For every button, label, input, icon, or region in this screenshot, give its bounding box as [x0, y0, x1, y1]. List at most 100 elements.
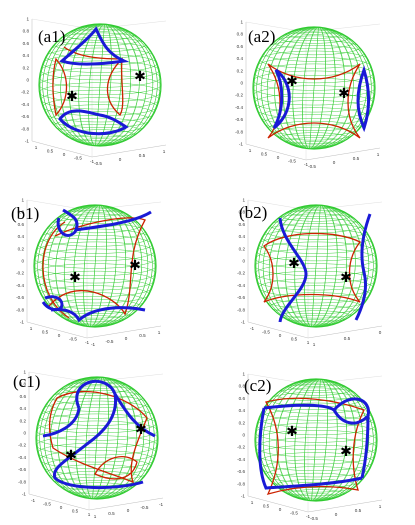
star-marker: ✱ — [134, 70, 146, 85]
y-tick-label: -0.8 — [18, 479, 26, 484]
red-curve — [265, 397, 365, 496]
star-marker: ✱ — [129, 259, 141, 274]
blue-curve — [360, 415, 370, 479]
x-tick-label: 1 — [249, 148, 252, 153]
y-tick-label: -0.4 — [21, 102, 29, 107]
x-tick-label: 0 — [58, 333, 61, 338]
axis-ticks: 1 0.8 0.6 0.4 0.2 0 -0.2 -0.4 -0.6 -0.8 -1 -1 -0.5 0 0… — [237, 198, 382, 348]
axis-ticks: 1 0.8 0.6 0.4 0.2 0 -0.2 -0.4 -0.6 -0.8 -1 -1 -0.5 0 0… — [18, 370, 163, 520]
y-tick-label: 0.6 — [239, 396, 246, 401]
x-tick-label: 0 — [277, 155, 280, 160]
x-tick-label: -0.5 — [94, 161, 102, 166]
y-tick-label: -0.8 — [237, 481, 245, 486]
latitude-line — [34, 256, 156, 276]
y-tick-label: -0.4 — [16, 283, 24, 288]
x-tick-label: 0.5 — [139, 153, 146, 158]
panel-label: (b1) — [11, 204, 39, 223]
x-tick-label: 0 — [379, 330, 382, 335]
y-tick-label: 0 — [23, 431, 26, 436]
blue-curve — [258, 407, 363, 490]
y-tick-label: -0.2 — [235, 93, 243, 98]
panel-a1: ✱ ✱ 1 0.8 0.6 0.4 0.2 0 -0.2 -0.4 -0.6 -0.8 -1 1 0.5… — [21, 17, 167, 166]
y-tick-label: -0.4 — [237, 457, 245, 462]
y-tick-label: -0.6 — [237, 469, 245, 474]
star-marker: ✱ — [135, 423, 147, 438]
x-tick-label: 0.5 — [263, 504, 270, 509]
y-tick-label: -0.2 — [237, 445, 245, 450]
longitude-line — [36, 377, 158, 499]
x-tick-label: 1 — [35, 145, 38, 150]
x-tick-label: 1 — [307, 340, 310, 345]
axis-box — [245, 21, 381, 161]
red-curve — [263, 232, 361, 303]
markers: ✱ ✱ — [65, 423, 147, 464]
x-tick-label: -0.5 — [308, 164, 316, 169]
red-curve — [106, 57, 124, 117]
y-tick-label: 0.4 — [18, 234, 25, 239]
x-tick-label: -1 — [85, 340, 90, 345]
star-marker: ✱ — [340, 271, 352, 286]
y-tick-label: 0.6 — [18, 222, 25, 227]
y-tick-label: 0.8 — [18, 210, 25, 215]
y-tick-label: 0 — [26, 78, 29, 83]
blue-curves — [58, 26, 130, 136]
y-tick-label: 0.6 — [237, 44, 244, 49]
y-tick-label: 0 — [21, 259, 24, 264]
blue-curves — [41, 208, 152, 323]
y-tick-label: 0.4 — [239, 408, 246, 413]
wireframe-sphere — [33, 204, 157, 328]
star-marker: ✱ — [69, 271, 81, 286]
blue-curve — [58, 109, 129, 136]
blue-curve — [263, 397, 370, 425]
axis-ticks: 1 0.8 0.6 0.4 0.2 0 -0.2 -0.4 -0.6 -0.8 -1 1 0.5 0 -0.… — [237, 372, 382, 522]
y-tick-label: -0.6 — [16, 295, 24, 300]
y-tick-label: 0.8 — [23, 29, 30, 34]
x-tick-label: 1 — [377, 152, 380, 157]
x-tick-label: 1 — [251, 500, 254, 505]
x-tick-label: 1 — [313, 342, 316, 347]
wireframe-sphere — [254, 204, 378, 328]
markers: ✱ ✱ — [286, 75, 350, 102]
y-tick-label: -0.6 — [237, 295, 245, 300]
x-tick-label: 0 — [279, 507, 282, 512]
latitude-line — [253, 78, 375, 98]
x-tick-label: -1 — [250, 326, 255, 331]
x-tick-label: 0 — [279, 333, 282, 338]
panel-label: (c2) — [244, 376, 271, 395]
x-tick-label: 0 — [333, 160, 336, 165]
red-curves — [265, 397, 365, 496]
y-tick-label: 0.2 — [23, 65, 30, 70]
x-tick-label: -0.5 — [310, 516, 318, 521]
y-tick-label: 0 — [242, 433, 245, 438]
blue-curve — [278, 217, 308, 323]
markers: ✱ ✱ — [288, 257, 352, 286]
star-marker: ✱ — [338, 87, 350, 102]
latitude-line — [255, 256, 377, 276]
y-tick-label: -0.8 — [21, 126, 29, 131]
star-marker: ✱ — [286, 425, 298, 440]
y-tick-label: -0.8 — [235, 129, 243, 134]
x-tick-label: 0.5 — [42, 330, 49, 335]
y-tick-label: -0.2 — [18, 443, 26, 448]
x-tick-label: 0 — [60, 505, 63, 510]
x-tick-label: 0 — [63, 152, 66, 157]
y-tick-label: -0.6 — [18, 467, 26, 472]
red-curve — [52, 57, 68, 117]
y-tick-label: 0.8 — [239, 384, 246, 389]
panel-c1: ✱ ✱ 1 0.8 0.6 0.4 0.2 0 -0.2 -0.4 -0.6 -0.8 -1 -1 -0… — [13, 370, 163, 520]
x-tick-label: 0.5 — [72, 509, 79, 514]
y-tick-label: -0.2 — [16, 271, 24, 276]
x-tick-label: -0.5 — [43, 502, 51, 507]
latitude-line — [39, 75, 161, 95]
blue-curve — [59, 26, 130, 66]
panel-c2: ✱ ✱ 1 0.8 0.6 0.4 0.2 0 -0.2 -0.4 -0.6 -0.8 -1 1 0.5… — [237, 372, 383, 522]
blue-curves — [42, 379, 156, 490]
axis-box-line — [245, 22, 381, 161]
y-tick-label: -0.6 — [21, 114, 29, 119]
panel-a2: ✱ ✱ 1 0.8 0.6 0.4 0.2 0 -0.2 -0.4 -0.6 -0.8 -1 1 0.5… — [235, 20, 381, 169]
red-curve — [94, 456, 138, 480]
blue-curve — [356, 65, 370, 133]
blue-curve — [52, 379, 144, 490]
panel-b2: ✱ ✱ 1 0.8 0.6 0.4 0.2 0 -0.2 -0.4 -0.6 -0.8 -1 -1 -0… — [237, 198, 383, 348]
star-marker: ✱ — [66, 90, 78, 105]
